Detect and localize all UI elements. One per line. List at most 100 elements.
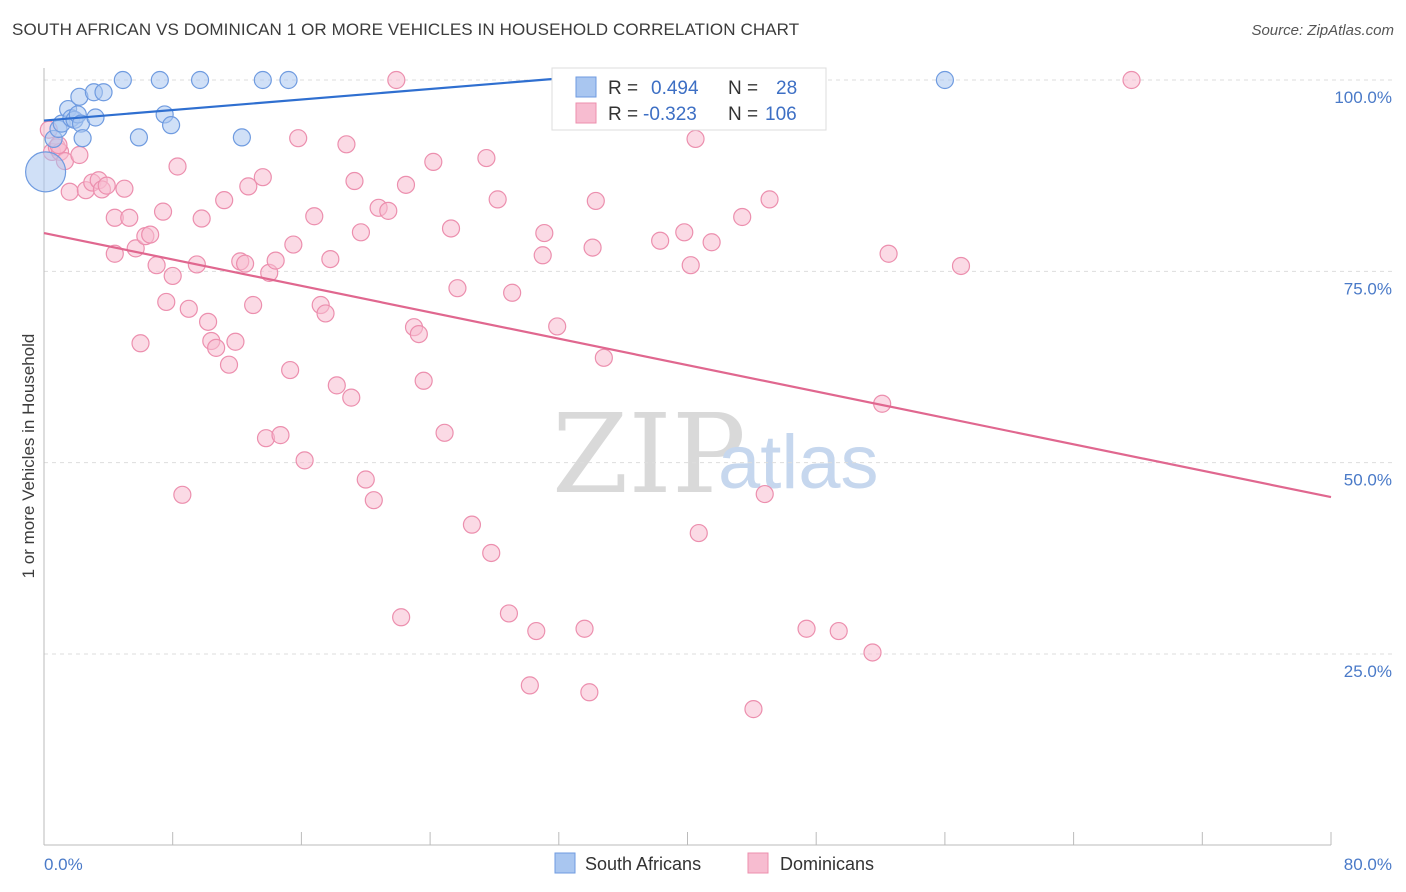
data-point bbox=[575, 619, 594, 638]
bottom-legend-swatch-south-africans bbox=[554, 852, 576, 874]
legend-r-value-1: -0.323 bbox=[643, 104, 697, 125]
data-point bbox=[120, 208, 139, 227]
data-point bbox=[253, 70, 272, 90]
data-point bbox=[733, 207, 752, 227]
data-point bbox=[161, 116, 181, 135]
data-point bbox=[477, 148, 496, 168]
data-point bbox=[744, 700, 763, 719]
y-tick-labels: 25.0% 50.0% 75.0% 100.0% bbox=[1334, 88, 1392, 681]
data-point bbox=[548, 317, 567, 336]
legend-swatch-dominicans bbox=[575, 102, 597, 124]
data-point bbox=[327, 376, 346, 395]
data-point bbox=[115, 179, 134, 198]
data-point bbox=[113, 70, 132, 90]
data-point bbox=[316, 304, 335, 323]
data-point bbox=[157, 292, 176, 312]
data-point bbox=[153, 202, 173, 221]
data-point bbox=[651, 231, 670, 250]
data-point bbox=[131, 334, 150, 353]
data-point bbox=[499, 604, 519, 623]
data-point bbox=[829, 621, 848, 641]
data-point bbox=[215, 191, 234, 210]
data-point bbox=[207, 338, 226, 357]
data-point bbox=[73, 129, 92, 148]
data-point bbox=[435, 423, 454, 442]
legend-n-value-0: 28 bbox=[776, 78, 797, 99]
data-point bbox=[462, 515, 482, 534]
legend-r-label-0: R = bbox=[608, 78, 638, 99]
data-point bbox=[583, 238, 602, 257]
data-point bbox=[271, 426, 290, 445]
data-point bbox=[392, 608, 411, 627]
data-point bbox=[503, 283, 522, 302]
data-point bbox=[163, 266, 182, 286]
data-point bbox=[147, 256, 166, 275]
data-point bbox=[409, 324, 428, 344]
data-point bbox=[760, 190, 779, 209]
data-point bbox=[527, 621, 546, 641]
data-point bbox=[173, 485, 192, 504]
data-point bbox=[232, 128, 251, 147]
data-point bbox=[586, 191, 605, 211]
trend-line bbox=[43, 77, 559, 122]
data-point bbox=[702, 233, 721, 252]
data-point bbox=[97, 176, 116, 195]
correlation-legend: R = 0.494 N = 28 R = -0.323 N = 106 bbox=[551, 67, 827, 131]
data-point bbox=[337, 135, 356, 154]
data-point bbox=[863, 643, 882, 662]
y-tick-label: 50.0% bbox=[1344, 471, 1392, 490]
data-point bbox=[279, 70, 298, 90]
y-axis-label: 1 or more Vehicles in Household bbox=[19, 334, 38, 579]
grid-lines bbox=[44, 79, 1392, 655]
data-point bbox=[594, 348, 613, 367]
data-point bbox=[441, 219, 461, 238]
data-point bbox=[168, 157, 187, 176]
data-point bbox=[239, 177, 258, 196]
data-point bbox=[1122, 70, 1141, 90]
data-point bbox=[535, 223, 554, 243]
data-point bbox=[284, 235, 303, 254]
data-point bbox=[226, 332, 245, 351]
data-point bbox=[951, 256, 971, 276]
data-point bbox=[198, 312, 218, 331]
watermark-zip: ZIP bbox=[552, 390, 746, 518]
data-point bbox=[70, 145, 89, 165]
x-tick-label-min: 0.0% bbox=[44, 855, 83, 874]
y-tick-label: 100.0% bbox=[1334, 88, 1392, 107]
chart-title: SOUTH AFRICAN VS DOMINICAN 1 OR MORE VEH… bbox=[12, 20, 800, 39]
data-point bbox=[379, 201, 398, 220]
legend-r-label-1: R = bbox=[608, 104, 638, 125]
data-point bbox=[150, 70, 169, 90]
legend-swatch-south-africans bbox=[575, 76, 597, 98]
data-point bbox=[179, 299, 198, 318]
legend-box bbox=[551, 67, 827, 131]
legend-n-label-1: N = bbox=[728, 104, 758, 125]
legend-r-value-0: 0.494 bbox=[651, 78, 699, 99]
data-point bbox=[520, 676, 539, 695]
data-point bbox=[935, 70, 955, 90]
data-point bbox=[321, 249, 340, 269]
bottom-legend-swatch-dominicans bbox=[747, 852, 769, 874]
data-point bbox=[345, 171, 364, 191]
data-point bbox=[686, 129, 705, 149]
data-point bbox=[94, 83, 113, 102]
data-point bbox=[289, 129, 308, 148]
trend-lines bbox=[43, 77, 1332, 499]
legend-n-value-1: 106 bbox=[765, 104, 797, 125]
data-point bbox=[424, 152, 443, 171]
data-point bbox=[295, 451, 314, 470]
bottom-legend-label-south-africans: South Africans bbox=[585, 854, 701, 874]
data-point bbox=[675, 223, 694, 242]
x-tick-label-max: 80.0% bbox=[1344, 855, 1392, 874]
data-point bbox=[266, 251, 285, 270]
data-point bbox=[364, 491, 383, 510]
data-point bbox=[305, 207, 324, 226]
data-point bbox=[219, 355, 239, 374]
x-tick-marks bbox=[43, 832, 1332, 845]
south-africans-points bbox=[25, 70, 955, 193]
data-point bbox=[192, 209, 211, 228]
data-point bbox=[244, 295, 263, 315]
data-point bbox=[60, 182, 79, 201]
data-point bbox=[414, 371, 433, 390]
